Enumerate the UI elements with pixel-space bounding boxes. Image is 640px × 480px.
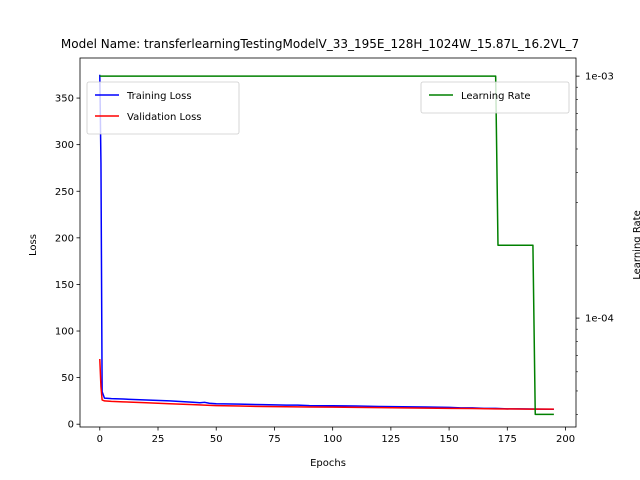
y-tick-label: 0 [68, 420, 74, 431]
y-tick-label: 100 [55, 327, 74, 338]
x-tick-label: 150 [440, 434, 459, 445]
x-tick-label: 0 [97, 434, 103, 445]
y-tick-label: 250 [55, 187, 74, 198]
legend-right-box [420, 81, 570, 114]
x-tick-label: 50 [210, 434, 223, 445]
legend-left-box [86, 81, 240, 135]
x-tick-label: 100 [323, 434, 342, 445]
legend-right-label: Learning Rate [461, 91, 531, 102]
y-tick-label: 50 [61, 373, 74, 384]
x-tick-label: 125 [381, 434, 400, 445]
y2-tick-label: 1e-04 [585, 314, 614, 325]
x-tick-label: 175 [498, 434, 517, 445]
chart-title: Model Name: transferlearningTestingModel… [61, 37, 579, 51]
y-tick-label: 300 [55, 140, 74, 151]
y-tick-label: 150 [55, 280, 74, 291]
y-axis-label: Loss [28, 234, 39, 256]
y-tick-label: 350 [55, 94, 74, 105]
legend-left-label: Training Loss [126, 91, 192, 102]
x-tick-label: 75 [268, 434, 281, 445]
plot-area: 0 25 50 75 100 125 150 175 200 0 50 100 150 200 250 300… [55, 57, 614, 445]
plot-frame [79, 57, 577, 428]
y-tick-label: 200 [55, 233, 74, 244]
x-axis-label: Epochs [310, 458, 346, 469]
x-tick-label: 200 [556, 434, 575, 445]
series-line-validation-loss [99, 358, 554, 410]
y2-axis-label: Learning Rate [632, 210, 640, 280]
y2-tick-label: 1e-03 [585, 72, 614, 83]
x-tick-label: 25 [152, 434, 165, 445]
legend-left-label: Validation Loss [127, 112, 202, 123]
series-line-learning-rate [99, 75, 554, 416]
